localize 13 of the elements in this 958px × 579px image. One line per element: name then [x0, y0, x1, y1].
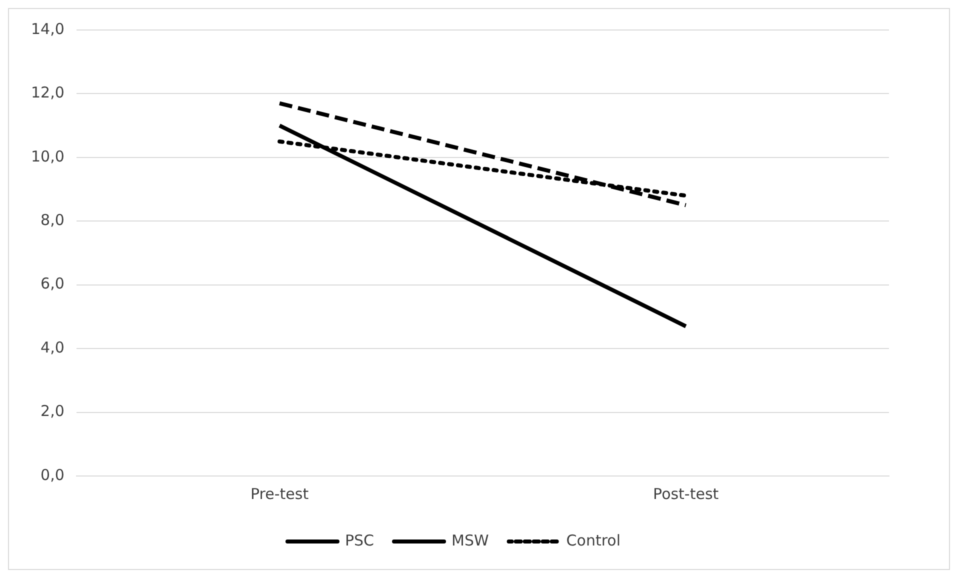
y-tick-label: 10,0	[30, 147, 64, 166]
legend-label: MSW	[452, 531, 489, 550]
x-tick-label: Post-test	[653, 484, 719, 503]
y-tick-label: 4,0	[40, 338, 64, 356]
y-tick-label: 14,0	[30, 20, 64, 38]
x-tick-label: Pre-test	[250, 484, 309, 503]
legend-label: Control	[566, 531, 621, 550]
y-tick-label: 12,0	[30, 84, 64, 102]
y-tick-label: 8,0	[40, 211, 64, 230]
y-tick-label: 6,0	[40, 274, 64, 293]
y-tick-label: 0,0	[40, 466, 64, 484]
y-tick-label: 2,0	[40, 402, 64, 420]
legend-label: PSC	[344, 531, 374, 550]
